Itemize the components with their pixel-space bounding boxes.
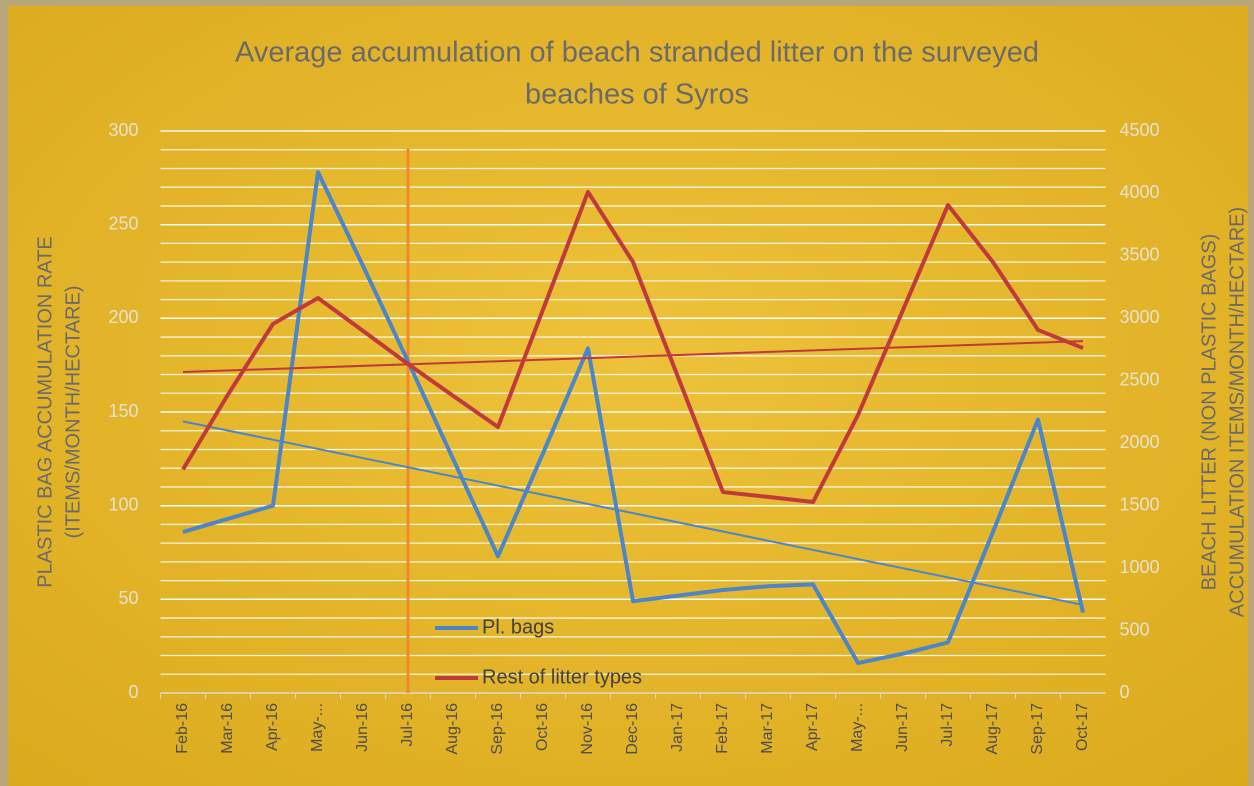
chart-title: beaches of Syros — [525, 79, 749, 111]
y2-tick-label: 4500 — [1120, 120, 1160, 140]
x-tick-label: Feb-17 — [714, 703, 731, 754]
y2-tick-label: 3500 — [1120, 245, 1160, 265]
x-tick-label: Jan-17 — [669, 703, 686, 752]
x-tick-label: Dec-16 — [624, 703, 641, 755]
y2-axis-label: BEACH LITTER (NON PLASTIC BAGS) — [1198, 234, 1220, 591]
legend-label: Rest of litter types — [482, 666, 642, 688]
y-tick-label: 0 — [128, 682, 138, 702]
y-tick-label: 150 — [108, 401, 138, 421]
x-tick-label: Feb-16 — [174, 703, 191, 754]
y-tick-label: 250 — [108, 213, 138, 233]
x-tick-label: Apr-16 — [264, 703, 281, 751]
y2-tick-label: 2500 — [1120, 370, 1160, 390]
x-tick-label: Jun-16 — [354, 703, 371, 752]
y-tick-label: 200 — [108, 307, 138, 327]
trend-line — [182, 420, 1084, 606]
x-tick-label: Jul-17 — [939, 703, 956, 747]
chart-title: Average accumulation of beach stranded l… — [235, 37, 1039, 69]
y2-tick-label: 500 — [1120, 619, 1150, 639]
x-tick-label: May-... — [849, 703, 866, 752]
y-tick-label: 100 — [108, 494, 138, 514]
y2-tick-label: 1500 — [1120, 494, 1160, 514]
x-tick-label: Jul-16 — [399, 703, 416, 747]
series-line — [181, 189, 1084, 505]
x-tick-label: Oct-17 — [1074, 703, 1091, 751]
trend-line — [182, 340, 1084, 374]
x-tick-label: Sep-17 — [1029, 703, 1046, 755]
x-tick-label: Jun-17 — [894, 703, 911, 752]
y2-axis-label: ACCUMULATION ITEMS/MONTH/HECTARE) — [1226, 207, 1248, 617]
y2-tick-label: 4000 — [1120, 182, 1160, 202]
y2-tick-label: 1000 — [1120, 557, 1160, 577]
x-tick-label: Nov-16 — [579, 703, 596, 755]
x-tick-label: Apr-17 — [804, 703, 821, 751]
legend-label: Pl. bags — [482, 616, 554, 638]
x-tick-label: Aug-17 — [984, 703, 1001, 755]
y-tick-label: 300 — [108, 120, 138, 140]
y2-tick-label: 2000 — [1120, 432, 1160, 452]
y2-tick-label: 0 — [1120, 682, 1130, 702]
y2-tick-label: 3000 — [1120, 307, 1160, 327]
x-tick-label: Sep-16 — [489, 703, 506, 755]
x-tick-label: Mar-16 — [219, 703, 236, 754]
x-tick-label: Aug-16 — [444, 703, 461, 755]
x-tick-label: May-... — [309, 703, 326, 752]
x-tick-label: Mar-17 — [759, 703, 776, 754]
series-line — [182, 170, 1085, 666]
y-axis-label: PLASTIC BAG ACCUMULATION RATE — [34, 236, 56, 588]
y-axis-label: (ITEMS/MONTH/HECTARE) — [62, 286, 84, 539]
x-tick-label: Oct-16 — [534, 703, 551, 751]
y-tick-label: 50 — [118, 588, 138, 608]
